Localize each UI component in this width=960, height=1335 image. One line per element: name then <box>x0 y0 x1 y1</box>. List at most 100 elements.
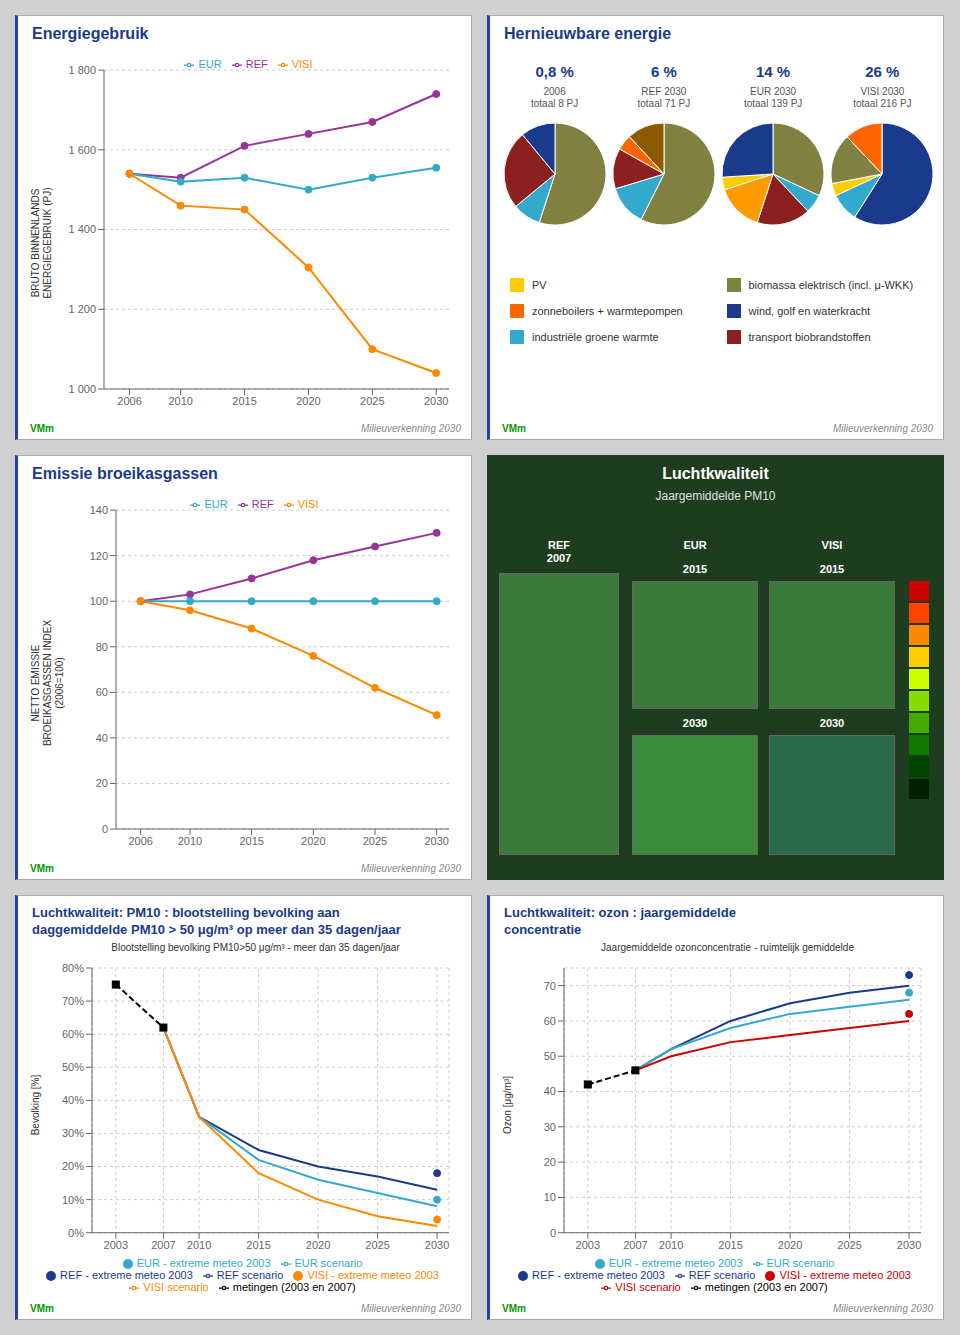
svg-text:2020: 2020 <box>306 1239 330 1251</box>
html-text:VISI scenario: VISI scenario <box>143 1280 209 1293</box>
svg-text:2015: 2015 <box>246 1239 270 1251</box>
svg-text:2007: 2007 <box>151 1239 175 1251</box>
svg-text:60: 60 <box>544 1015 556 1027</box>
html-text:EUR - extreme meteo 2003: EUR - extreme meteo 2003 <box>136 1256 271 1269</box>
svg-text:40%: 40% <box>62 1094 84 1106</box>
svg-text:0%: 0% <box>68 1227 84 1239</box>
svg-text:2030: 2030 <box>425 1239 449 1251</box>
svg-text:2015: 2015 <box>718 1239 742 1251</box>
html-text:REF - extreme meteo 2003: REF - extreme meteo 2003 <box>60 1268 193 1281</box>
svg-text:30: 30 <box>544 1121 556 1133</box>
html-text:zonneboilers + warmtepompen: zonneboilers + warmtepompen <box>532 305 683 317</box>
svg-text:100: 100 <box>90 595 108 607</box>
svg-text:2003: 2003 <box>104 1239 128 1251</box>
html-text:0,8 %: 0,8 % <box>535 63 574 80</box>
svg-text:50%: 50% <box>62 1061 84 1073</box>
html-text:REF 2007: REF 2007 <box>546 539 572 564</box>
svg-text:2006: 2006 <box>117 395 141 407</box>
svg-text:1 800: 1 800 <box>68 64 96 76</box>
html-text:NETTO EMISSIE BROEIKASGASSEN I: NETTO EMISSIE BROEIKASGASSEN INDEX (2006… <box>30 619 65 746</box>
svg-text:60: 60 <box>96 686 108 698</box>
html-text:VISI: VISI <box>291 58 313 70</box>
svg-text:0: 0 <box>102 823 108 835</box>
html-text:REF: REF <box>245 58 268 70</box>
html-text:2006 totaal 8 PJ: 2006 totaal 8 PJ <box>531 86 579 109</box>
svg-text:2030: 2030 <box>424 395 448 407</box>
html-text:Luchtkwaliteit: PM10 : blootst: Luchtkwaliteit: PM10 : blootstelling bev… <box>32 905 401 937</box>
svg-text:20%: 20% <box>62 1160 84 1172</box>
svg-text:60%: 60% <box>62 1028 84 1040</box>
html-text:EUR scenario: EUR scenario <box>766 1256 835 1269</box>
html-text:VISI - extreme meteo 2003: VISI - extreme meteo 2003 <box>307 1268 439 1281</box>
html-text:biomassa elektrisch (incl. μ-W: biomassa elektrisch (incl. μ-WKK) <box>748 279 914 291</box>
html-text:EUR: EUR <box>198 58 222 70</box>
html-text:VISI 2030 totaal 216 PJ: VISI 2030 totaal 216 PJ <box>853 86 912 109</box>
svg-text:2030: 2030 <box>424 835 448 847</box>
html-text:REF: REF <box>251 498 274 510</box>
html-text:Hernieuwbare energie: Hernieuwbare energie <box>504 25 672 42</box>
svg-text:120: 120 <box>90 550 108 562</box>
html-text:PV: PV <box>532 279 547 291</box>
svg-text:0: 0 <box>550 1227 556 1239</box>
html-text:VISI - extreme meteo 2003: VISI - extreme meteo 2003 <box>779 1268 911 1281</box>
html-text:6 %: 6 % <box>650 63 677 80</box>
svg-text:10: 10 <box>544 1191 556 1203</box>
svg-text:40: 40 <box>96 732 108 744</box>
html-text:industriële groene warmte: industriële groene warmte <box>532 331 659 343</box>
svg-text:140: 140 <box>90 504 108 516</box>
html-text:14 %: 14 % <box>756 63 791 80</box>
svg-text:1 400: 1 400 <box>68 223 96 235</box>
svg-text:2020: 2020 <box>778 1239 802 1251</box>
html-text:metingen (2003 en 2007): metingen (2003 en 2007) <box>232 1280 356 1293</box>
svg-text:50: 50 <box>544 1050 556 1062</box>
svg-text:20: 20 <box>544 1156 556 1168</box>
html-text:EUR scenario: EUR scenario <box>294 1256 363 1269</box>
html-text:metingen (2003 en 2007): metingen (2003 en 2007) <box>704 1280 828 1293</box>
svg-text:70: 70 <box>544 980 556 992</box>
svg-text:40: 40 <box>544 1085 556 1097</box>
svg-text:1 200: 1 200 <box>68 303 96 315</box>
svg-text:2025: 2025 <box>837 1239 861 1251</box>
svg-text:20: 20 <box>96 777 108 789</box>
html-text:wind, golf en waterkracht: wind, golf en waterkracht <box>748 305 871 317</box>
html-text:VISI: VISI <box>297 498 319 510</box>
svg-text:2010: 2010 <box>168 395 192 407</box>
html-text:REF 2030 totaal 71 PJ: REF 2030 totaal 71 PJ <box>637 86 691 109</box>
svg-text:2010: 2010 <box>178 835 202 847</box>
svg-text:70%: 70% <box>62 995 84 1007</box>
html-text:REF - extreme meteo 2003: REF - extreme meteo 2003 <box>532 1268 665 1281</box>
svg-text:30%: 30% <box>62 1127 84 1139</box>
svg-text:2025: 2025 <box>360 395 384 407</box>
svg-text:2020: 2020 <box>301 835 325 847</box>
html-text:Luchtkwaliteit: ozon : jaargem: Luchtkwaliteit: ozon : jaargemiddelde co… <box>504 905 736 937</box>
html-text:26 %: 26 % <box>865 63 900 80</box>
html-text:EUR 2030 totaal 139 PJ: EUR 2030 totaal 139 PJ <box>743 86 803 109</box>
svg-text:2025: 2025 <box>365 1239 389 1251</box>
html-text:REF scenario: REF scenario <box>688 1268 756 1281</box>
html-text:EUR - extreme meteo 2003: EUR - extreme meteo 2003 <box>608 1256 743 1269</box>
html-text:Emissie broeikasgassen: Emissie broeikasgassen <box>32 465 218 482</box>
svg-text:2025: 2025 <box>363 835 387 847</box>
svg-text:80%: 80% <box>62 962 84 974</box>
svg-text:1 600: 1 600 <box>68 144 96 156</box>
html-text:BRUTO BINNENLANDS ENERGIEGEBRU: BRUTO BINNENLANDS ENERGIEGEBRUIK (PJ) <box>30 186 53 299</box>
html-text:Luchtkwaliteit: Luchtkwaliteit <box>662 465 769 482</box>
svg-text:2015: 2015 <box>232 395 256 407</box>
html-text:VISI scenario: VISI scenario <box>615 1280 681 1293</box>
svg-text:2020: 2020 <box>296 395 320 407</box>
svg-text:2030: 2030 <box>897 1239 921 1251</box>
html-text:REF scenario: REF scenario <box>216 1268 284 1281</box>
html-text:transport biobrandstoffen: transport biobrandstoffen <box>748 331 871 343</box>
svg-text:2010: 2010 <box>187 1239 211 1251</box>
svg-text:2003: 2003 <box>576 1239 600 1251</box>
svg-text:2015: 2015 <box>239 835 263 847</box>
html-text:Jaargemiddelde PM10: Jaargemiddelde PM10 <box>655 489 776 503</box>
svg-text:10%: 10% <box>62 1194 84 1206</box>
html-text:Energiegebruik: Energiegebruik <box>32 25 149 42</box>
svg-text:80: 80 <box>96 641 108 653</box>
svg-text:2007: 2007 <box>623 1239 647 1251</box>
svg-text:2010: 2010 <box>659 1239 683 1251</box>
html-text:EUR: EUR <box>204 498 228 510</box>
svg-text:1 000: 1 000 <box>68 383 96 395</box>
svg-text:2006: 2006 <box>128 835 152 847</box>
